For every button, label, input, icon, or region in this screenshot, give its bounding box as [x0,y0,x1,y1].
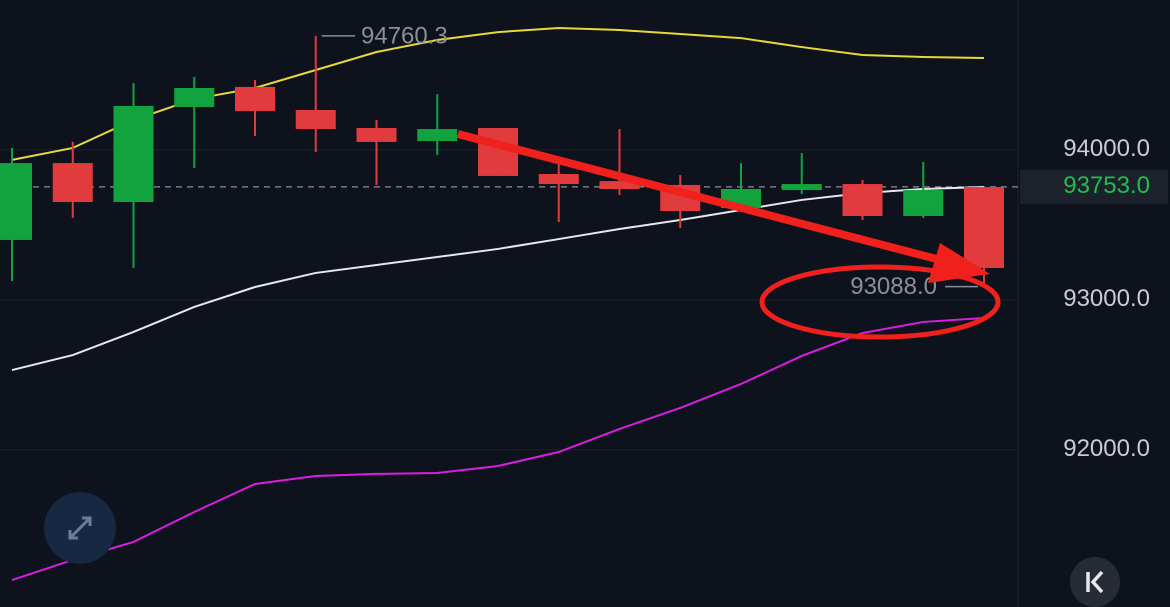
candle-body [295,110,336,130]
arrow-shaft [456,130,950,266]
trend-annotation [456,130,1001,340]
high-label: 94760.3 [361,22,448,49]
last-price-label: 93753.0 [1063,172,1150,199]
y-tick-label: 92000.0 [1063,435,1150,462]
candle-body [0,163,32,240]
candle-body [842,184,883,216]
expand-button[interactable] [44,492,116,564]
low-label: 93088.0 [850,273,937,300]
annotations: 93753.0 94760.3 93088.0 [321,22,1168,300]
candle-body [417,129,458,142]
last-price-badge [1020,169,1168,204]
back-to-latest-button[interactable] [1070,557,1120,607]
candle-body [113,105,154,203]
candle-body [52,163,93,203]
indicator-line [11,317,985,581]
indicator-line [11,27,985,161]
candles [0,35,1004,287]
candle-body [964,187,1004,268]
y-tick-label: 93000.0 [1063,285,1150,312]
highlight-ellipse [759,264,1001,340]
expand-icon[interactable] [68,516,92,540]
candle-body [903,190,944,216]
candle-body [781,184,822,191]
candle-body [599,181,640,189]
lines [11,27,985,581]
candle-body [235,86,275,112]
back-icon[interactable] [1086,570,1104,594]
candle-body [538,174,579,185]
y-tick-label: 94000.0 [1063,135,1150,162]
candle-body [356,127,397,142]
indicator-line [11,186,985,372]
candle-body [174,87,215,108]
